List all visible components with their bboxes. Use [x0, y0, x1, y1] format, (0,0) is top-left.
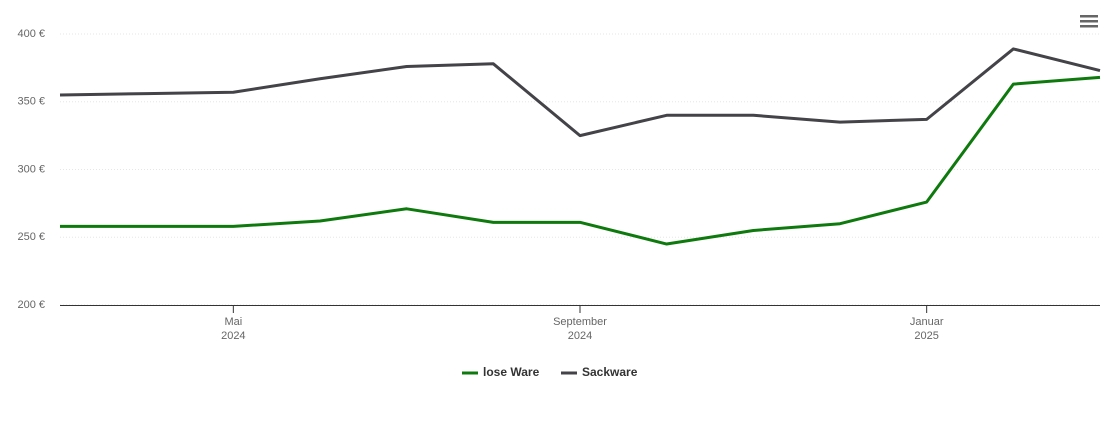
legend-label: lose Ware — [483, 365, 540, 379]
menu-button[interactable] — [1080, 15, 1098, 28]
y-tick-label: 250 € — [17, 231, 45, 243]
y-tick-label: 400 € — [17, 28, 45, 40]
menu-bar[interactable] — [1080, 15, 1098, 18]
x-tick-label: 2024 — [568, 330, 592, 342]
y-tick-label: 350 € — [17, 96, 45, 108]
series-line — [59, 47, 1101, 138]
x-tick-label: 2025 — [914, 330, 938, 342]
menu-bar[interactable] — [1080, 20, 1098, 23]
legend-item[interactable]: lose Ware — [462, 365, 540, 379]
x-tick-label: September — [553, 316, 607, 328]
legend-item[interactable]: Sackware — [561, 365, 638, 379]
series-line — [60, 75, 1101, 246]
y-tick-label: 200 € — [17, 299, 45, 311]
x-tick-label: Januar — [910, 316, 944, 328]
x-tick-label: Mai — [224, 316, 242, 328]
y-tick-label: 300 € — [17, 163, 45, 175]
x-tick-label: 2024 — [221, 330, 245, 342]
menu-bar[interactable] — [1080, 25, 1098, 28]
legend-label: Sackware — [582, 365, 638, 379]
